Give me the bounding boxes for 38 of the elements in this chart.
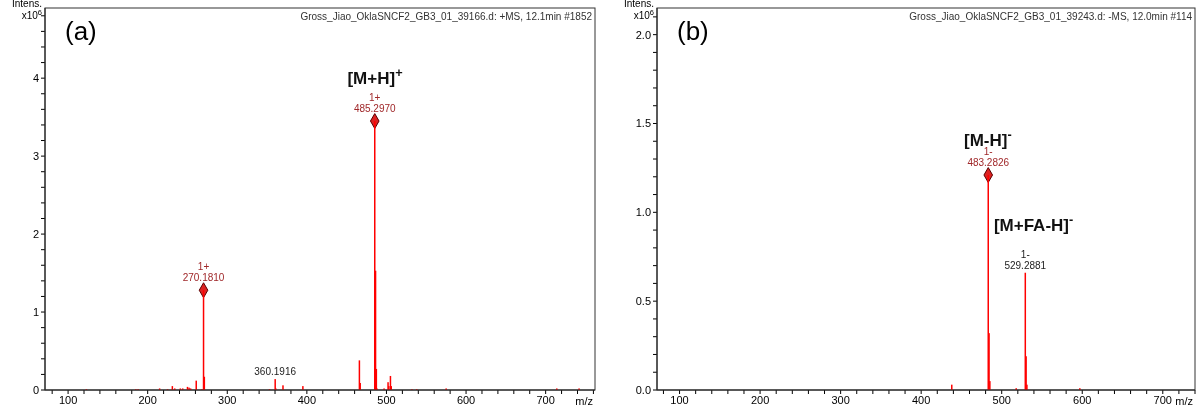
y-tick-label: 0.0 xyxy=(635,383,651,396)
y-tick-label: 3 xyxy=(32,150,39,163)
x-tick-label: 500 xyxy=(992,393,1011,406)
y-tick-label: 2 xyxy=(32,227,39,240)
x-tick-label: 100 xyxy=(670,393,689,406)
x-tick-label: 700 xyxy=(536,393,555,406)
chart-subtitle: Gross_Jiao_OklaSNCF2_GB3_01_39166.d: +MS, 12.1min #1852 xyxy=(300,11,593,22)
annotation: 1+ 270.1810 xyxy=(182,261,225,284)
y-tick-label: 1.0 xyxy=(635,206,651,219)
y-tick-label: 2.0 xyxy=(635,28,651,41)
x-tick-label: 300 xyxy=(218,393,237,406)
annotation: [M+H]$^{+}$ xyxy=(347,64,403,89)
y-tick-label: 4 xyxy=(32,72,39,85)
x-tick-label: 200 xyxy=(750,393,770,406)
x-tick-label: 300 xyxy=(831,393,850,406)
x-tick-label: 700 xyxy=(1153,393,1172,406)
chart-title: (b) xyxy=(677,16,709,46)
annotation: [M+FA-H]$^{-}$ xyxy=(993,211,1074,236)
y-tick-label: 0.5 xyxy=(635,295,651,308)
x-tick-label: 500 xyxy=(377,393,396,406)
chart-subtitle: Gross_Jiao_OklaSNCF2_GB3_01_39243.d: -MS, 12.0min #114 xyxy=(909,11,1193,22)
annotation: 1+ 485.2970 xyxy=(353,92,397,115)
x-axis-title: m/z xyxy=(1175,395,1193,407)
y-axis-title: Intens. x10$^{6}$ xyxy=(623,0,654,21)
x-tick-label: 600 xyxy=(456,393,476,406)
x-tick-label: 400 xyxy=(297,393,317,406)
annotation: 1- 529.2881 xyxy=(1004,248,1047,271)
x-axis-title: m/z xyxy=(575,395,593,407)
y-axis-title: Intens. x10$^{6}$ xyxy=(11,0,42,21)
y-tick-label: 1 xyxy=(32,305,39,318)
y-tick-label: 1.5 xyxy=(635,117,651,130)
chart-title: (a) xyxy=(65,16,97,46)
annotation: 360.1916 xyxy=(254,366,297,378)
x-tick-label: 600 xyxy=(1073,393,1092,406)
x-tick-label: 200 xyxy=(138,393,157,406)
x-tick-label: 400 xyxy=(911,393,931,406)
x-tick-label: 100 xyxy=(58,393,78,406)
y-tick-label: 0 xyxy=(32,383,39,396)
